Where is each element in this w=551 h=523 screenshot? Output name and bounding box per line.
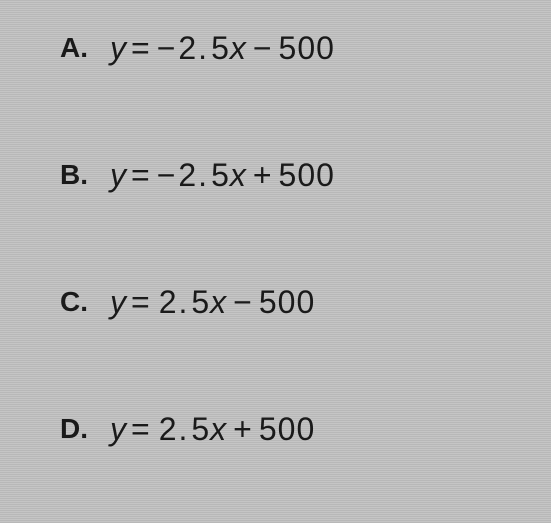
- variable-y: y: [110, 30, 127, 66]
- coefficient-sign: −: [157, 30, 177, 66]
- coefficient-dot: .: [178, 284, 188, 320]
- option-c: C. y=2.5x−500: [60, 284, 551, 321]
- constant: 500: [259, 411, 315, 447]
- coefficient-dot: .: [178, 411, 188, 447]
- variable-x: x: [210, 284, 227, 320]
- equals-sign: =: [131, 411, 151, 447]
- option-equation: y=2.5x−500: [110, 284, 315, 321]
- constant: 500: [279, 157, 335, 193]
- coefficient-int: 2: [159, 284, 178, 320]
- option-letter: A.: [60, 30, 90, 64]
- variable-y: y: [110, 157, 127, 193]
- coefficient-int: 2: [178, 30, 197, 66]
- coefficient-dec: 5: [211, 157, 230, 193]
- option-equation: y=2.5x+500: [110, 411, 315, 448]
- operator: +: [233, 411, 253, 447]
- option-d: D. y=2.5x+500: [60, 411, 551, 448]
- coefficient-int: 2: [159, 411, 178, 447]
- coefficient-dot: .: [198, 30, 208, 66]
- variable-x: x: [210, 411, 227, 447]
- variable-y: y: [110, 411, 127, 447]
- equals-sign: =: [131, 30, 151, 66]
- coefficient-int: 2: [178, 157, 197, 193]
- coefficient-dec: 5: [191, 411, 210, 447]
- option-a: A. y=−2.5x−500: [60, 30, 551, 67]
- variable-y: y: [110, 284, 127, 320]
- option-letter: D.: [60, 411, 90, 445]
- operator: −: [253, 30, 273, 66]
- variable-x: x: [230, 30, 247, 66]
- option-letter: B.: [60, 157, 90, 191]
- operator: +: [253, 157, 273, 193]
- option-letter: C.: [60, 284, 90, 318]
- option-b: B. y=−2.5x+500: [60, 157, 551, 194]
- operator: −: [233, 284, 253, 320]
- coefficient-dec: 5: [211, 30, 230, 66]
- option-equation: y=−2.5x+500: [110, 157, 335, 194]
- constant: 500: [279, 30, 335, 66]
- equals-sign: =: [131, 157, 151, 193]
- equals-sign: =: [131, 284, 151, 320]
- coefficient-dec: 5: [191, 284, 210, 320]
- constant: 500: [259, 284, 315, 320]
- option-equation: y=−2.5x−500: [110, 30, 335, 67]
- coefficient-sign: −: [157, 157, 177, 193]
- variable-x: x: [230, 157, 247, 193]
- coefficient-dot: .: [198, 157, 208, 193]
